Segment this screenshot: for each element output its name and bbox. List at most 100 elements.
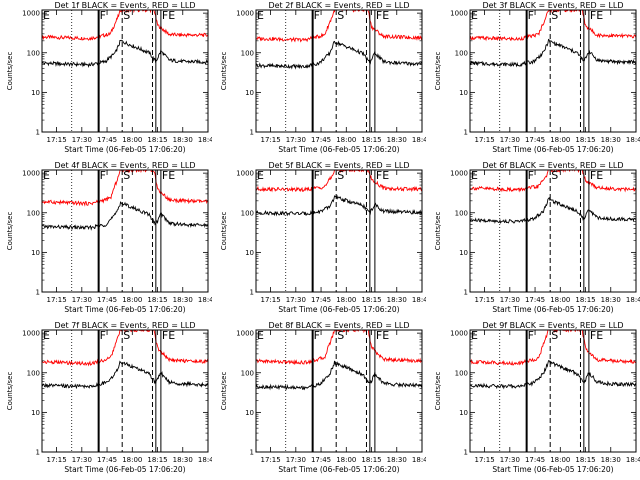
- x-axis-label: Start Time (06-Feb-05 17:06:20): [278, 305, 399, 314]
- x-tick-label: 17:15: [46, 296, 66, 304]
- time-marker-label: S: [337, 169, 344, 182]
- y-tick-label: 10: [31, 409, 40, 417]
- x-tick-label: 18:00: [336, 296, 356, 304]
- lld-series-line: [470, 10, 636, 42]
- x-tick-label: 18:30: [387, 296, 407, 304]
- y-tick-label: 10: [245, 249, 254, 257]
- time-marker-label: E: [471, 9, 478, 22]
- x-tick-label: 18:00: [336, 456, 356, 464]
- x-tick-label: 17:15: [474, 456, 494, 464]
- x-tick-label: 18:45: [412, 296, 426, 304]
- x-tick-label: 18:00: [336, 136, 356, 144]
- y-tick-label: 1: [250, 449, 254, 457]
- y-tick-label: 1000: [22, 170, 40, 178]
- y-tick-label: 1000: [22, 10, 40, 18]
- x-tick-label: 18:15: [361, 456, 381, 464]
- x-tick-label: 18:15: [575, 136, 595, 144]
- x-tick-label: 18:45: [198, 136, 212, 144]
- detector-panel: Det 4f BLACK = Events, RED = LLD E F S FE 1 10…: [6, 161, 212, 314]
- x-tick-label: 17:15: [260, 296, 280, 304]
- y-tick-label: 1000: [450, 330, 468, 338]
- x-tick-label: 18:15: [361, 296, 381, 304]
- y-tick-label: 100: [27, 209, 40, 217]
- x-tick-label: 18:00: [550, 296, 570, 304]
- x-tick-label: 18:45: [626, 296, 640, 304]
- time-marker-label: E: [257, 9, 264, 22]
- y-tick-label: 1000: [236, 10, 254, 18]
- x-tick-label: 18:00: [550, 136, 570, 144]
- y-tick-label: 100: [241, 49, 254, 57]
- plot-area: [256, 10, 422, 70]
- x-axis-label: Start Time (06-Feb-05 17:06:20): [278, 465, 399, 474]
- events-series-line: [42, 39, 208, 68]
- time-marker-label: FE: [162, 329, 175, 342]
- detector-panel: Det 6f BLACK = Events, RED = LLD E F S FE 1 10…: [434, 161, 640, 314]
- plot-area: [42, 330, 208, 390]
- time-marker-label: S: [123, 9, 130, 22]
- x-tick-label: 18:15: [147, 296, 167, 304]
- y-tick-label: 10: [245, 89, 254, 97]
- x-tick-label: 17:30: [286, 456, 306, 464]
- time-marker-label: F: [528, 329, 534, 342]
- x-tick-label: 17:30: [286, 296, 306, 304]
- events-series-line: [256, 40, 422, 70]
- x-tick-label: 17:45: [97, 296, 117, 304]
- x-tick-label: 18:45: [198, 296, 212, 304]
- time-marker-label: FE: [376, 9, 389, 22]
- x-axis-label: Start Time (06-Feb-05 17:06:20): [64, 465, 185, 474]
- panel-title: Det 3f BLACK = Events, RED = LLD: [482, 1, 623, 10]
- time-marker-label: F: [100, 9, 106, 22]
- y-tick-label: 1: [36, 289, 40, 297]
- panel-title: Det 9f BLACK = Events, RED = LLD: [482, 321, 623, 330]
- axes-frame: [41, 9, 209, 133]
- time-marker-label: F: [528, 169, 534, 182]
- time-marker-label: F: [314, 169, 320, 182]
- y-tick-label: 1000: [22, 330, 40, 338]
- panel-title: Det 7f BLACK = Events, RED = LLD: [54, 321, 195, 330]
- y-axis-label: Counts/sec: [220, 212, 228, 251]
- time-marker-label: FE: [376, 329, 389, 342]
- x-tick-label: 17:30: [72, 456, 92, 464]
- panel-title: Det 2f BLACK = Events, RED = LLD: [268, 1, 409, 10]
- y-tick-label: 1: [464, 289, 468, 297]
- y-tick-label: 10: [31, 89, 40, 97]
- lld-series-line: [256, 170, 422, 193]
- x-tick-label: 17:15: [46, 136, 66, 144]
- x-tick-label: 17:30: [286, 136, 306, 144]
- y-tick-label: 100: [455, 369, 468, 377]
- time-marker-label: FE: [162, 169, 175, 182]
- x-tick-label: 18:45: [412, 136, 426, 144]
- events-series-line: [256, 194, 422, 217]
- x-tick-label: 18:30: [387, 456, 407, 464]
- x-tick-label: 18:45: [626, 136, 640, 144]
- x-tick-label: 17:45: [525, 456, 545, 464]
- x-tick-label: 18:30: [173, 136, 193, 144]
- x-tick-label: 18:30: [173, 456, 193, 464]
- time-marker-label: F: [100, 169, 106, 182]
- plot-area: [256, 170, 422, 217]
- y-tick-label: 100: [455, 49, 468, 57]
- x-tick-label: 17:45: [97, 456, 117, 464]
- x-tick-label: 18:15: [147, 456, 167, 464]
- lld-series-line: [42, 330, 208, 367]
- axes-frame: [41, 329, 209, 453]
- y-tick-label: 10: [245, 409, 254, 417]
- events-series-line: [470, 38, 636, 68]
- y-axis-label: Counts/sec: [434, 212, 442, 251]
- y-tick-label: 10: [31, 249, 40, 257]
- detector-panel: Det 1f BLACK = Events, RED = LLD E F S FE 1 10…: [6, 1, 212, 154]
- x-tick-label: 17:45: [311, 456, 331, 464]
- events-series-line: [42, 201, 208, 231]
- x-axis-label: Start Time (06-Feb-05 17:06:20): [492, 145, 613, 154]
- axes-frame: [469, 169, 637, 293]
- x-tick-label: 17:15: [474, 296, 494, 304]
- y-axis-label: Counts/sec: [6, 372, 14, 411]
- y-tick-label: 100: [241, 369, 254, 377]
- time-marker-label: S: [123, 169, 130, 182]
- x-axis-label: Start Time (06-Feb-05 17:06:20): [492, 305, 613, 314]
- axes-frame: [41, 169, 209, 293]
- y-tick-label: 10: [459, 409, 468, 417]
- events-series-line: [256, 360, 422, 391]
- time-marker-label: F: [100, 329, 106, 342]
- lld-series-line: [256, 10, 422, 43]
